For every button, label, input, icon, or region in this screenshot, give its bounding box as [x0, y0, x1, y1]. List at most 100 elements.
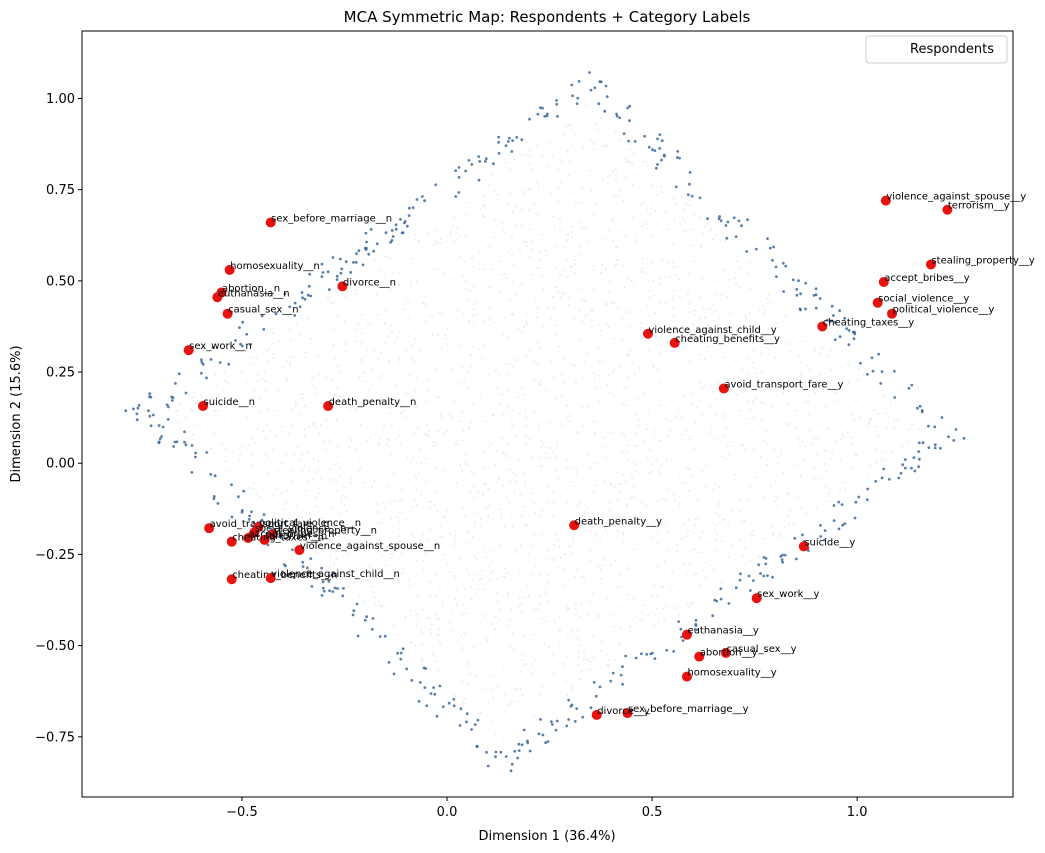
respondent-point	[325, 297, 328, 300]
respondent-point	[420, 657, 424, 660]
respondent-point	[367, 579, 370, 582]
respondent-point	[712, 238, 715, 241]
respondent-point	[228, 399, 231, 402]
respondent-point	[336, 587, 339, 590]
respondent-point	[656, 367, 660, 370]
respondent-point	[749, 531, 752, 535]
respondent-point	[414, 644, 417, 648]
respondent-point	[793, 384, 796, 387]
respondent-point	[553, 306, 556, 309]
respondent-point	[622, 199, 625, 202]
respondent-point	[570, 703, 574, 707]
respondent-point	[825, 405, 828, 408]
respondent-point	[561, 394, 564, 397]
respondent-point	[589, 138, 592, 141]
respondent-point	[539, 259, 542, 262]
respondent-point	[688, 438, 691, 442]
category-label: accept_bribes__n	[249, 529, 335, 540]
respondent-point	[408, 206, 411, 210]
respondent-point	[456, 308, 459, 311]
respondent-point	[768, 246, 772, 250]
respondent-point	[607, 228, 611, 231]
respondent-point	[574, 613, 578, 616]
respondent-point	[136, 406, 140, 410]
respondent-point	[510, 424, 513, 427]
respondent-point	[465, 214, 468, 217]
respondent-point	[719, 219, 723, 223]
respondent-point	[399, 500, 402, 503]
respondent-point	[613, 368, 616, 371]
respondent-point	[530, 671, 533, 675]
respondent-point	[608, 391, 611, 394]
respondent-point	[461, 700, 464, 703]
respondent-point	[484, 160, 487, 163]
respondent-point	[770, 525, 773, 528]
respondent-point	[394, 384, 398, 387]
respondent-point	[452, 216, 455, 219]
respondent-point	[507, 703, 510, 707]
respondent-point	[496, 449, 499, 452]
respondent-point	[724, 224, 728, 227]
respondent-point	[331, 507, 334, 510]
respondent-point	[174, 382, 177, 385]
respondent-point	[476, 572, 479, 576]
respondent-point	[503, 693, 506, 696]
respondent-point	[748, 559, 751, 562]
respondent-point	[343, 570, 346, 573]
respondent-point	[398, 359, 401, 362]
respondent-point	[303, 465, 306, 468]
respondent-point	[414, 406, 417, 409]
respondent-point	[453, 694, 456, 697]
respondent-point	[135, 418, 139, 422]
respondent-point	[523, 523, 527, 527]
respondent-point	[384, 255, 387, 258]
respondent-point	[395, 437, 398, 440]
respondent-point	[461, 274, 465, 277]
respondent-point	[353, 532, 356, 535]
respondent-point	[467, 320, 471, 323]
respondent-point	[455, 588, 458, 591]
respondent-point	[313, 392, 316, 395]
category-terrorism-n: terrorism__n	[259, 531, 327, 545]
respondent-point	[200, 396, 203, 399]
respondent-point	[390, 454, 393, 457]
respondent-point	[592, 148, 595, 151]
respondent-point	[875, 461, 878, 464]
respondent-point	[865, 424, 868, 427]
respondent-point	[490, 443, 493, 446]
respondent-point	[807, 400, 810, 403]
respondent-point	[213, 433, 216, 436]
respondent-point	[597, 401, 600, 404]
respondent-point	[833, 320, 837, 324]
respondent-point	[678, 613, 681, 616]
respondent-point	[391, 552, 394, 556]
respondent-point	[877, 412, 880, 415]
respondent-point	[837, 527, 841, 531]
respondent-point	[306, 479, 309, 482]
respondent-point	[496, 386, 499, 389]
respondent-point	[398, 510, 402, 513]
respondent-point	[509, 168, 512, 171]
respondent-point	[769, 301, 772, 304]
respondent-point	[658, 133, 662, 137]
respondent-point	[572, 317, 576, 321]
respondent-point	[775, 504, 778, 507]
respondent-point	[177, 372, 181, 376]
respondent-point	[393, 279, 396, 282]
respondent-point	[503, 525, 506, 528]
respondent-point	[338, 369, 341, 372]
respondent-point	[803, 459, 806, 462]
respondent-point	[652, 280, 655, 283]
respondent-point	[314, 526, 317, 529]
respondent-point	[734, 282, 737, 285]
respondent-point	[357, 323, 360, 326]
respondent-point	[158, 437, 162, 441]
respondent-point	[423, 302, 426, 305]
respondent-point	[655, 459, 658, 462]
respondent-point	[927, 446, 931, 449]
respondent-point	[603, 558, 606, 561]
respondent-point	[753, 416, 756, 419]
respondent-point	[910, 466, 913, 470]
respondent-point	[494, 750, 498, 754]
respondent-point	[378, 635, 382, 638]
